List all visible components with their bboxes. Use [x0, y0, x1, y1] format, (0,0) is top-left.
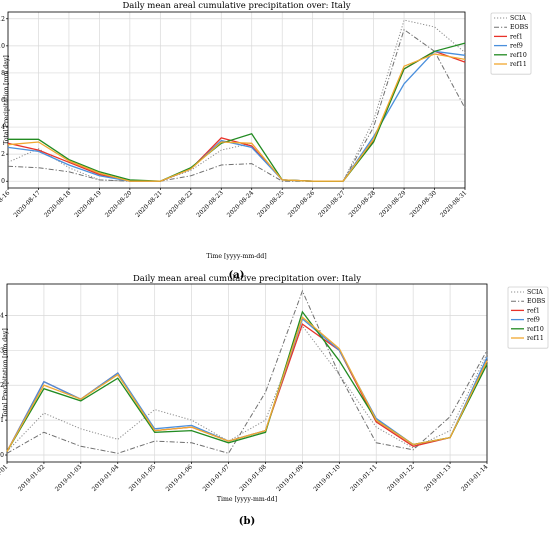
gridlines — [7, 12, 466, 188]
chart-a: 0246810122020-08-162020-08-172020-08-182… — [0, 1, 532, 281]
series-line-scia — [7, 19, 466, 182]
chart-title: Daily mean areal cumulative precipitatio… — [122, 1, 350, 11]
y-tick-label: 3 — [0, 347, 4, 354]
legend: SCIA EOBS ref1 ref9 ref10 ref11 — [490, 12, 532, 75]
x-tick-label: 2019-01-13 — [423, 463, 453, 493]
legend-entry-label: ref11 — [527, 335, 544, 342]
x-tick-label: 2019-01-06 — [165, 463, 195, 493]
x-tick-label: 2019-01-08 — [238, 463, 268, 493]
x-tick-label: 2020-08-16 — [0, 189, 12, 219]
series-line-scia — [6, 324, 488, 452]
series-line-eobs — [7, 28, 466, 182]
x-tick-label: 2019-01-04 — [91, 463, 121, 493]
x-tick-label: 2020-08-31 — [439, 189, 468, 218]
legend-entry-label: ref11 — [510, 61, 527, 68]
x-tick-label: 2019-01-03 — [54, 463, 84, 493]
legend-entry-label: SCIA — [510, 15, 526, 22]
x-tick-label: 2019-01-05 — [128, 463, 158, 493]
y-tick-label: 1 — [0, 417, 4, 424]
y-tick-label: 6 — [1, 97, 5, 104]
x-axis-label: Time [yyyy-mm-dd] — [217, 496, 277, 503]
legend-entry-label: ref1 — [527, 307, 540, 314]
series-line-ref1 — [6, 323, 488, 452]
series-line-ref11 — [6, 316, 488, 452]
y-tick-label: 10 — [0, 43, 5, 50]
figure-caption: (a) — [229, 270, 245, 281]
legend-entry-label: ref10 — [527, 326, 544, 333]
series-line-ref10 — [8, 42, 466, 182]
series-line-eobs — [6, 289, 488, 454]
x-tick-label: 2019-01-10 — [312, 463, 342, 493]
legend-entry-label: EOBS — [527, 298, 545, 305]
legend-entry-label: ref9 — [527, 317, 540, 324]
x-tick-label: 2020-08-29 — [378, 189, 408, 219]
x-tick-label: 2020-08-25 — [256, 189, 286, 219]
chart-title: Daily mean areal cumulative precipitatio… — [133, 274, 361, 284]
legend-entry-label: ref1 — [510, 33, 523, 40]
x-tick-label: 2019-01-14 — [460, 463, 490, 493]
plot-frame — [6, 283, 488, 463]
y-tick-label: 0 — [1, 178, 5, 185]
series-line-ref11 — [7, 53, 466, 182]
x-tick-label: 2019-01-02 — [17, 463, 47, 493]
x-tick-label: 2019-01-12 — [386, 463, 416, 493]
x-tick-label: 2020-08-17 — [12, 189, 42, 219]
legend-entry-label: ref10 — [510, 52, 527, 59]
y-axis-label: Total Precipitation [mm day] — [3, 55, 10, 145]
series-line-ref1 — [7, 50, 466, 182]
y-tick-label: 0 — [0, 452, 4, 459]
legend-entry-label: SCIA — [527, 289, 543, 296]
x-tick-label: 2020-08-19 — [73, 189, 103, 219]
series-line-ref10 — [6, 310, 488, 452]
x-tick-label: 2020-08-20 — [104, 189, 134, 219]
x-tick-label: 2019-01-11 — [349, 463, 378, 492]
x-tick-label: 2020-08-27 — [317, 189, 347, 219]
legend-box — [507, 286, 549, 349]
y-tick-label: 12 — [0, 16, 5, 23]
y-tick-label: 2 — [1, 151, 5, 158]
legend-box — [490, 12, 532, 75]
figure-caption: (b) — [239, 516, 255, 527]
x-tick-label: 2020-08-23 — [195, 189, 225, 219]
x-tick-label: 2019-01-01 — [0, 463, 9, 492]
x-tick-label: 2020-08-21 — [134, 189, 163, 218]
y-axis-label: Total Precipitation [mm day] — [2, 328, 9, 418]
y-tick-label: 2 — [0, 382, 4, 389]
x-tick-label: 2020-08-28 — [348, 189, 378, 219]
legend-entry-label: EOBS — [510, 24, 528, 31]
x-axis-label: Time [yyyy-mm-dd] — [206, 253, 266, 260]
y-tick-label: 4 — [1, 124, 5, 131]
x-tick-label: 2020-08-30 — [409, 189, 439, 219]
x-tick-label: 2020-08-22 — [165, 189, 195, 219]
x-tick-label: 2020-08-24 — [226, 189, 256, 219]
series-line-ref9 — [7, 50, 466, 182]
legend-entry-label: ref9 — [510, 43, 523, 50]
y-tick-label: 4 — [0, 312, 4, 319]
x-tick-label: 2019-01-07 — [202, 463, 232, 493]
x-tick-label: 2019-01-09 — [275, 463, 305, 493]
legend: SCIA EOBS ref1 ref9 ref10 ref11 — [507, 286, 549, 349]
x-tick-label: 2020-08-18 — [43, 189, 73, 219]
x-tick-label: 2020-08-26 — [287, 189, 317, 219]
y-tick-label: 8 — [1, 70, 5, 77]
